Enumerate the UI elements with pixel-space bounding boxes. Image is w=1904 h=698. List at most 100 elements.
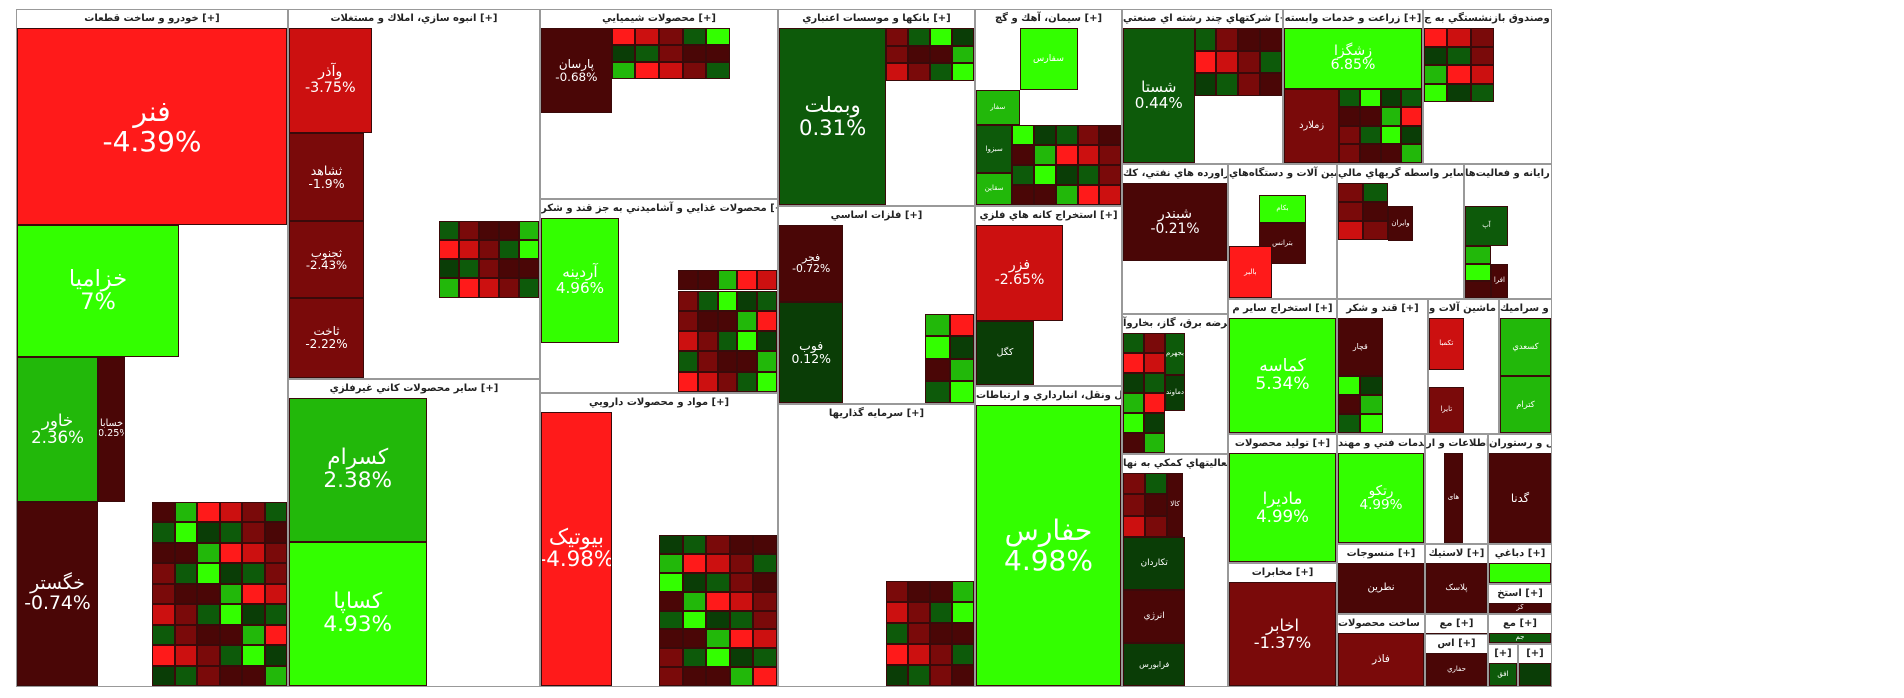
small-tile[interactable] [1055, 165, 1078, 186]
small-tile[interactable] [479, 259, 499, 279]
small-tile[interactable] [1123, 333, 1144, 353]
small-tile[interactable] [886, 643, 909, 665]
stock-tile[interactable]: کز [1489, 603, 1551, 613]
small-tile[interactable] [174, 501, 197, 523]
small-tile[interactable] [219, 624, 242, 646]
small-tile[interactable] [479, 239, 499, 259]
small-tile[interactable] [1363, 202, 1388, 222]
small-tile[interactable] [729, 667, 754, 686]
small-tile[interactable] [242, 501, 265, 523]
stock-tile[interactable]: بجهرم [1164, 333, 1186, 375]
stock-tile[interactable]: حفارس 4.98% [976, 405, 1121, 686]
small-tile[interactable] [682, 629, 707, 649]
small-tile[interactable] [706, 629, 730, 649]
small-tile[interactable] [682, 667, 707, 686]
stock-tile[interactable]: وآذر -3.75% [289, 28, 372, 133]
small-tile[interactable] [1260, 28, 1282, 51]
small-tile[interactable] [1034, 165, 1056, 186]
sector-title[interactable]: فعاليتهاي كمكي به نها [+] [1123, 455, 1227, 473]
small-tile[interactable] [1012, 125, 1034, 146]
small-tile[interactable] [886, 664, 909, 686]
small-tile[interactable] [1055, 125, 1078, 146]
small-tile[interactable] [1363, 183, 1388, 203]
small-tile[interactable] [886, 45, 909, 64]
small-tile[interactable] [677, 290, 698, 311]
small-tile[interactable] [1143, 373, 1165, 393]
small-tile[interactable] [197, 624, 220, 646]
small-tile[interactable] [677, 351, 698, 372]
small-tile[interactable] [519, 259, 539, 279]
small-tile[interactable] [439, 239, 459, 259]
stock-tile[interactable]: نطرین [1338, 563, 1424, 613]
small-tile[interactable] [659, 667, 683, 686]
small-tile[interactable] [611, 28, 636, 45]
stock-tile[interactable]: فرابورس [1123, 643, 1186, 686]
small-tile[interactable] [925, 336, 950, 359]
small-tile[interactable] [1077, 145, 1100, 166]
stock-tile[interactable]: کسعدي [1500, 318, 1551, 376]
small-tile[interactable] [1123, 473, 1145, 495]
sector-title[interactable]: ماشين آلات و دستگاه‌هاي [+] [1229, 165, 1336, 183]
small-tile[interactable] [1339, 125, 1360, 145]
sector-title[interactable]: استخ [+] [1489, 585, 1551, 603]
small-tile[interactable] [1360, 413, 1383, 433]
small-tile[interactable] [1401, 144, 1422, 163]
small-tile[interactable] [677, 371, 698, 392]
small-tile[interactable] [706, 591, 730, 611]
small-tile[interactable] [753, 629, 777, 649]
small-tile[interactable] [682, 535, 707, 555]
small-tile[interactable] [1363, 221, 1388, 241]
small-tile[interactable] [1260, 50, 1282, 73]
sector-title[interactable]: ساير واسطه گريهاي مالي [+] [1338, 165, 1463, 183]
small-tile[interactable] [677, 331, 698, 352]
small-tile[interactable] [1216, 73, 1239, 96]
small-tile[interactable] [908, 580, 931, 602]
small-tile[interactable] [753, 667, 777, 686]
small-tile[interactable] [1238, 73, 1261, 96]
stock-tile[interactable]: وبملت 0.31% [779, 28, 887, 205]
small-tile[interactable] [152, 665, 175, 686]
small-tile[interactable] [264, 522, 287, 543]
small-tile[interactable] [1447, 83, 1471, 103]
small-tile[interactable] [152, 583, 175, 605]
small-tile[interactable] [1470, 28, 1494, 47]
small-tile[interactable] [1123, 494, 1145, 516]
stock-tile[interactable]: آپ [1465, 206, 1508, 247]
small-tile[interactable] [459, 220, 479, 240]
small-tile[interactable] [1123, 353, 1144, 373]
sector-title[interactable]: زراعت و خدمات وابسته [+] [1284, 10, 1422, 28]
small-tile[interactable] [930, 601, 953, 623]
small-tile[interactable] [908, 601, 931, 623]
small-tile[interactable] [1470, 83, 1494, 103]
sector-title[interactable]: مخابرات [+] [1229, 564, 1336, 582]
small-tile[interactable] [1338, 183, 1363, 203]
small-tile[interactable] [706, 535, 730, 555]
small-tile[interactable] [930, 45, 953, 64]
small-tile[interactable] [459, 259, 479, 279]
stock-tile[interactable]: تکمبا [1429, 318, 1464, 370]
small-tile[interactable] [1338, 413, 1361, 433]
stock-tile[interactable]: شبندر -0.21% [1123, 183, 1227, 261]
small-tile[interactable] [242, 542, 265, 564]
small-tile[interactable] [706, 667, 730, 686]
sector-title[interactable]: حمل ونقل، انبارداري و ارتباطات [+] [976, 387, 1121, 405]
small-tile[interactable] [1260, 73, 1282, 96]
sector-title[interactable]: فلزات اساسي [+] [779, 207, 974, 225]
small-tile[interactable] [611, 62, 636, 79]
sector-title[interactable]: انبوه سازي، املاك و مستغلات [+] [289, 10, 539, 28]
sector-title[interactable]: توليد محصولات [+] [1229, 435, 1336, 453]
small-tile[interactable] [519, 278, 539, 298]
small-tile[interactable] [908, 45, 931, 64]
small-tile[interactable] [717, 351, 738, 372]
small-tile[interactable] [682, 62, 707, 79]
small-tile[interactable] [659, 648, 683, 668]
small-tile[interactable] [659, 554, 683, 573]
small-tile[interactable] [1077, 165, 1100, 186]
small-tile[interactable] [682, 45, 707, 62]
small-tile[interactable] [717, 290, 738, 311]
small-tile[interactable] [682, 648, 707, 668]
small-tile[interactable] [519, 220, 539, 240]
sector-title[interactable]: محصولات شيميايي [+] [541, 10, 777, 28]
small-tile[interactable] [682, 591, 707, 611]
small-tile[interactable] [682, 572, 707, 592]
